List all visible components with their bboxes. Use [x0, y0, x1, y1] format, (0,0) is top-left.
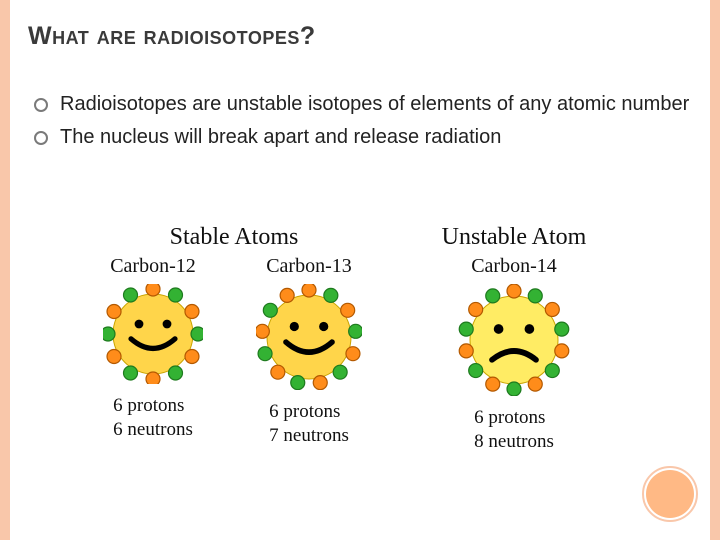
atom-column-c13: Carbon-13 6 protons 7 neutrons: [228, 255, 390, 454]
diagram-group-titles: Stable Atoms Unstable Atom: [78, 224, 638, 251]
atom-name: Carbon-12: [110, 255, 196, 278]
atom-row: Carbon-12 6 protons 6 neutrons Carbon-13…: [78, 255, 638, 454]
bullet-list: Radioisotopes are unstable isotopes of e…: [28, 91, 692, 151]
decorative-circle-inner: [646, 470, 694, 518]
atom-counts: 6 protons 8 neutrons: [474, 406, 554, 454]
slide-content: What are radioisotopes? Radioisotopes ar…: [28, 22, 692, 157]
neutrons-line: 6 neutrons: [113, 418, 193, 442]
neutrons-line: 8 neutrons: [474, 430, 554, 454]
atom-column-c12: Carbon-12 6 protons 6 neutrons: [78, 255, 228, 454]
atom-icon: [103, 284, 203, 384]
atom-counts: 6 protons 7 neutrons: [269, 400, 349, 448]
atom-column-c14: Carbon-14 6 protons 8 neutrons: [390, 255, 638, 454]
protons-line: 6 protons: [113, 394, 193, 418]
atom-icon: [458, 284, 570, 396]
bullet-item: The nucleus will break apart and release…: [32, 124, 692, 151]
atoms-diagram: Stable Atoms Unstable Atom Carbon-12 6 p…: [78, 224, 638, 454]
protons-line: 6 protons: [269, 400, 349, 424]
bullet-item: Radioisotopes are unstable isotopes of e…: [32, 91, 692, 118]
atom-counts: 6 protons 6 neutrons: [113, 394, 193, 442]
atom-name: Carbon-14: [471, 255, 557, 278]
accent-border-right: [710, 0, 720, 540]
atom-name: Carbon-13: [266, 255, 352, 278]
neutrons-line: 7 neutrons: [269, 424, 349, 448]
accent-border-left: [0, 0, 10, 540]
slide-title: What are radioisotopes?: [28, 22, 692, 51]
atom-icon: [256, 284, 362, 390]
group-label-unstable: Unstable Atom: [390, 224, 638, 251]
group-label-stable: Stable Atoms: [78, 224, 390, 251]
protons-line: 6 protons: [474, 406, 554, 430]
